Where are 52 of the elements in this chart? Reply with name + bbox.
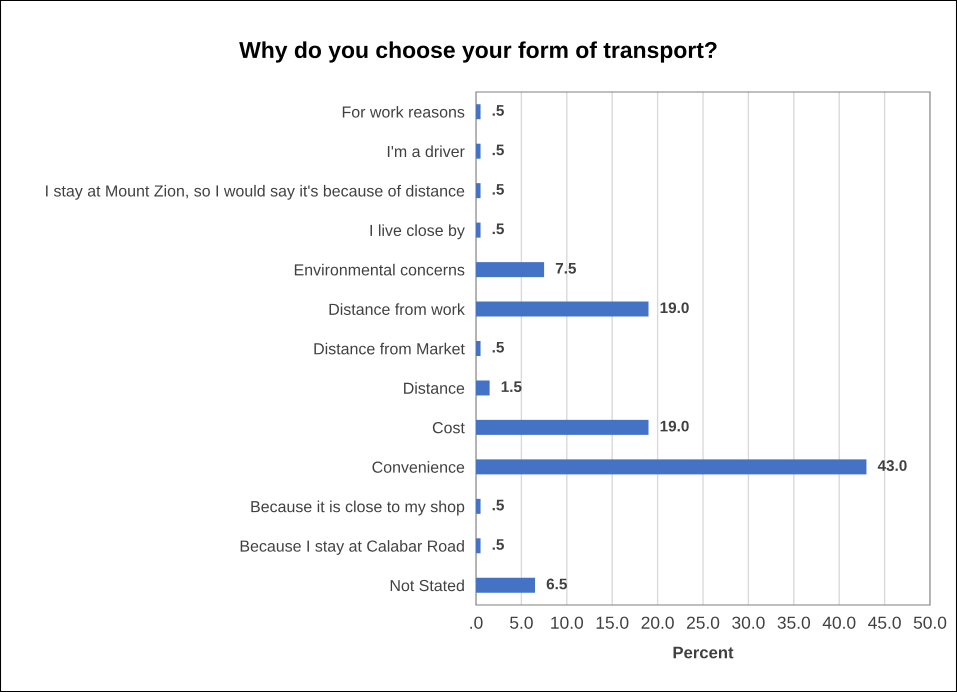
y-tick-label: For work reasons <box>342 106 464 118</box>
bar <box>476 341 481 356</box>
data-label: .5 <box>492 144 504 156</box>
data-label: .5 <box>492 184 504 195</box>
data-label: 43.0 <box>878 460 907 472</box>
bar <box>476 420 649 435</box>
y-tick-label: Distance from work <box>330 303 465 315</box>
data-label: .5 <box>492 342 504 353</box>
data-label: 7.5 <box>556 263 576 274</box>
bar <box>476 498 481 514</box>
x-tick-label: 30.0 <box>732 616 765 629</box>
y-tick-label: Cost <box>432 422 465 434</box>
data-label: .5 <box>492 500 504 510</box>
bar <box>476 380 490 396</box>
data-label: .5 <box>492 224 504 234</box>
chart-title: Why do you choose your form of transport? <box>239 41 717 63</box>
y-tick-label: Environmental concerns <box>294 264 464 276</box>
y-tick-label: Distance <box>404 382 464 394</box>
x-tick-label: 45.0 <box>868 616 901 629</box>
x-tick-label: 25.0 <box>686 616 720 629</box>
x-tick-label: 50.0 <box>914 616 946 629</box>
x-tick-label: .0 <box>470 616 483 629</box>
x-tick-label: 10.0 <box>551 616 584 629</box>
x-tick-label: 15.0 <box>596 616 628 629</box>
x-tick-label: 5.0 <box>510 616 533 629</box>
y-tick-label: Because it is close to my shop <box>251 500 464 516</box>
y-tick-label: Convenience <box>372 461 464 473</box>
x-tick-label: 40.0 <box>822 616 856 629</box>
y-tick-label: I stay at Mount Zion, so I would say it's because of distance <box>46 184 464 200</box>
bar <box>476 183 481 198</box>
data-label: 6.5 <box>546 578 567 590</box>
data-label: 1.5 <box>502 381 522 392</box>
bar <box>476 222 481 238</box>
y-tick-label: I'm a driver <box>388 145 465 158</box>
data-label: 19.0 <box>660 302 689 314</box>
data-label: .5 <box>492 105 504 116</box>
y-tick-label: I live close by <box>370 224 465 240</box>
x-axis-title: Percent <box>674 646 734 658</box>
bar <box>476 578 536 593</box>
data-label: .5 <box>492 539 504 550</box>
y-tick-label: Not Stated <box>390 579 464 592</box>
x-tick-label: 20.0 <box>642 616 674 629</box>
bar <box>476 459 866 474</box>
bar <box>476 144 481 159</box>
data-label: 19.0 <box>660 420 689 432</box>
bar <box>476 538 481 554</box>
bar <box>476 104 481 120</box>
bar <box>476 302 649 317</box>
y-tick-label: Because I stay at Calabar Road <box>240 540 464 555</box>
bar <box>476 262 544 278</box>
x-tick-label: 35.0 <box>778 616 810 629</box>
y-tick-label: Distance from Market <box>314 342 465 354</box>
